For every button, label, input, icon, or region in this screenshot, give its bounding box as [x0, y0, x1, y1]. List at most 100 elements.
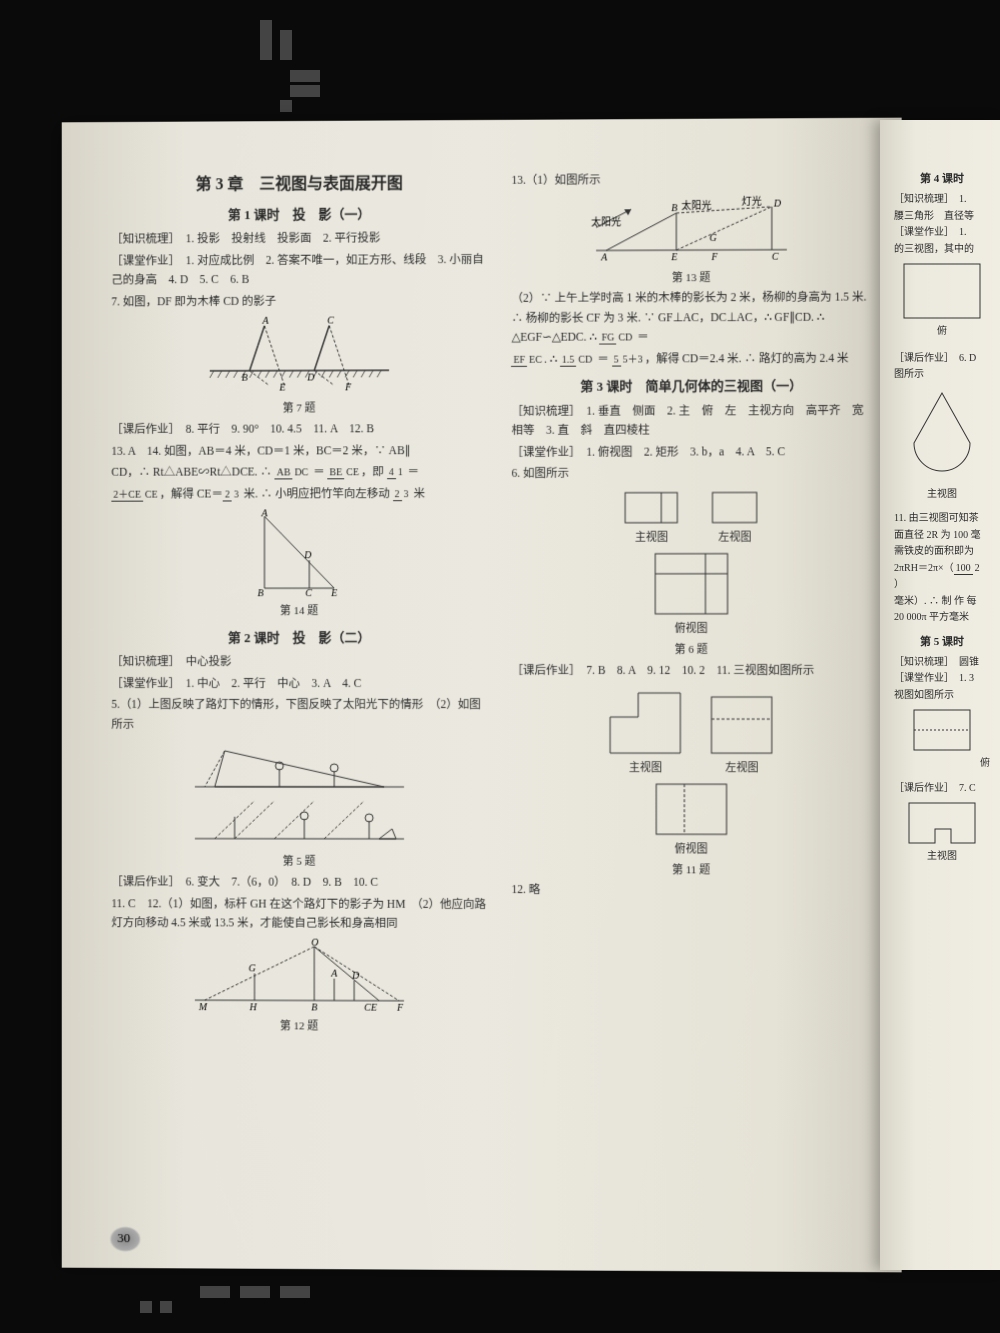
- q13-2a: （2）∵ 上午上学时高 1 米的木棒的影长为 2 米，杨柳的身高为 1.5 米.…: [511, 289, 871, 349]
- rp-kehou: ［课后作业］ 6. D: [894, 351, 990, 368]
- svg-text:B: B: [257, 589, 263, 599]
- l5-top-label: 俯: [894, 756, 990, 773]
- rp-line4: 图所示: [894, 367, 990, 384]
- l5-ketang: ［课堂作业］ 1. 3: [894, 671, 990, 688]
- l2-ketang: ［课堂作业］ 1. 中心 2. 平行 中心 3. A 4. C: [111, 675, 487, 695]
- l5-fig-box: [912, 708, 972, 752]
- svg-text:H: H: [248, 1002, 257, 1013]
- book-page-left: 第 3 章 三视图与表面展开图 第 1 课时 投 影（一） ［知识梳理］ 1. …: [62, 118, 902, 1273]
- l1-q7: 7. 如图，DF 即为木棒 CD 的影子: [111, 292, 487, 313]
- l1-zhishi: ［知识梳理］ 1. 投影 投射线 投影面 2. 平行投影: [111, 229, 487, 250]
- svg-text:C: C: [771, 251, 778, 262]
- l2-zhishi: ［知识梳理］ 中心投影: [111, 653, 487, 673]
- q13-2b: EFEC. ∴ 1.5CD ＝ 55＋3，解得 CD＝2.4 米. ∴ 路灯的高…: [511, 350, 871, 371]
- q13-intro: 13.（1）如图所示: [511, 170, 871, 191]
- l1-q13-14a: 13. A 14. 如图，AB＝4 米，CD＝1 米，BC＝2 米，∵ AB∥: [111, 442, 487, 462]
- svg-text:M: M: [198, 1002, 208, 1013]
- svg-text:O: O: [311, 938, 318, 948]
- fig6-caption: 第 6 题: [511, 641, 871, 660]
- fig13-caption: 第 13 题: [511, 268, 871, 288]
- l5-line: 视图如图所示: [894, 688, 990, 705]
- svg-text:太阳光: 太阳光: [681, 198, 711, 211]
- lesson4-title: 第 4 课时: [894, 170, 990, 188]
- page-number: 30: [117, 1230, 130, 1246]
- svg-text:E: E: [670, 252, 677, 263]
- l5-fig-notch: [907, 801, 977, 845]
- fig14-caption: 第 14 题: [111, 602, 487, 621]
- rp-q11e: 20 000π 平方毫米: [894, 610, 990, 627]
- svg-text:B: B: [671, 203, 677, 214]
- svg-text:D: D: [303, 551, 312, 562]
- l1-q13-14b: CD，∴ Rt△ABE∽Rt△DCE. ∴ ABDC ＝ BECE，即 41 ＝: [111, 463, 487, 483]
- l2-q5: 5.（1）上图反映了路灯下的情形，下图反映了太阳光下的情形 （2）如图所示: [111, 696, 487, 735]
- svg-text:CE: CE: [364, 1002, 377, 1013]
- svg-text:F: F: [710, 252, 718, 263]
- rp-top-label: 俯: [894, 324, 990, 341]
- l2-q11-12: 11. C 12.（1）如图，标杆 GH 在这个路灯下的影子为 HM （2）他应…: [111, 895, 487, 935]
- l3-kehou: ［课后作业］ 7. B 8. A 9. 12 10. 2 11. 三视图如图所示: [511, 661, 871, 681]
- l1-q13-14c: 2＋CECE，解得 CE＝23 米. ∴ 小明应把竹竿向左移动 23 米: [111, 485, 487, 505]
- svg-text:E: E: [330, 588, 337, 598]
- l5-kehou: ［课后作业］ 7. C: [894, 781, 990, 798]
- fig6-views: 主视图 左视图: [511, 486, 871, 548]
- lesson2-title: 第 2 课时 投 影（二）: [111, 627, 487, 649]
- figure-14: A B D C E: [239, 509, 359, 599]
- l5-main-label: 主视图: [894, 849, 990, 866]
- fig6-top-view: 俯视图: [511, 552, 871, 639]
- l3-q12: 12. 略: [511, 881, 871, 901]
- svg-text:太阳光: 太阳光: [591, 215, 621, 228]
- rp-q11d: 毫米）. ∴ 制 作 每: [894, 594, 990, 611]
- svg-text:D: D: [306, 373, 315, 384]
- chapter-title: 第 3 章 三视图与表面展开图: [111, 170, 487, 199]
- svg-text:B: B: [241, 373, 247, 384]
- rp-main-label: 主视图: [894, 487, 990, 504]
- svg-text:A: A: [261, 316, 269, 327]
- figure-13: 太阳光 太阳光 灯光 A B E F C D G: [576, 194, 807, 265]
- fig12-caption: 第 12 题: [111, 1016, 487, 1036]
- fig11-views: 主视图 左视图: [511, 687, 871, 778]
- svg-text:E: E: [278, 383, 285, 394]
- rp-line3: 的三视图，其中的: [894, 242, 990, 259]
- l3-q6: 6. 如图所示: [511, 464, 871, 484]
- svg-text:A: A: [260, 509, 268, 520]
- rp-line2: 腰三角形 直径等: [894, 209, 990, 226]
- left-column: 第 3 章 三视图与表面展开图 第 1 课时 投 影（一） ［知识梳理］ 1. …: [111, 170, 487, 1036]
- l3-zhishi: ［知识梳理］ 1. 垂直 侧面 2. 主 俯 左 主视方向 高平齐 宽相等 3.…: [511, 401, 871, 441]
- rp-formula: 2πRH＝2π×（1002）: [894, 561, 990, 594]
- svg-text:B: B: [311, 1002, 317, 1013]
- svg-text:G: G: [709, 232, 716, 243]
- rp-fig-box1: [902, 262, 982, 320]
- rp-q11c: 需铁皮的面积即为: [894, 544, 990, 561]
- svg-text:D: D: [772, 198, 781, 209]
- l5-zhishi: ［知识梳理］ 圆锥: [894, 655, 990, 672]
- right-column: 13.（1）如图所示 太阳光 太阳光 灯光 A B E F C D: [511, 168, 871, 1038]
- svg-text:F: F: [344, 383, 352, 394]
- svg-text:A: A: [600, 252, 608, 263]
- svg-text:G: G: [248, 963, 255, 974]
- lesson1-title: 第 1 课时 投 影（一）: [111, 203, 487, 227]
- fig7-caption: 第 7 题: [111, 399, 487, 419]
- svg-text:C: C: [305, 589, 312, 599]
- figure-7: A B C D E F: [200, 316, 399, 397]
- fig11-caption: 第 11 题: [511, 861, 871, 880]
- fig11-top-view: 俯视图: [511, 782, 871, 859]
- l2-kehou: ［课后作业］ 6. 变大 7.（6，0） 8. D 9. B 10. C: [111, 873, 487, 893]
- l1-ketang: ［课堂作业］ 1. 对应成比例 2. 答案不唯一，如正方形、线段 3. 小丽自己…: [111, 251, 487, 292]
- svg-text:C: C: [327, 316, 334, 327]
- svg-text:灯光: 灯光: [741, 194, 761, 207]
- fig5-caption: 第 5 题: [111, 853, 487, 872]
- l3-ketang: ［课堂作业］ 1. 俯视图 2. 矩形 3. b，a 4. A 5. C: [511, 443, 871, 463]
- lesson3-title: 第 3 课时 简单几何体的三视图（一）: [511, 375, 871, 398]
- svg-text:A: A: [330, 968, 338, 979]
- rp-q11: 11. 由三视图可知茶: [894, 511, 990, 528]
- l1-kehou: ［课后作业］ 8. 平行 9. 90° 10. 4.5 11. A 12. B: [111, 420, 487, 440]
- rp-ketang: ［课堂作业］ 1.: [894, 225, 990, 242]
- rp-zhishi: ［知识梳理］ 1.: [894, 192, 990, 209]
- rp-q11b: 面直径 2R 为 100 毫: [894, 528, 990, 545]
- book-page-right: 第 4 课时 ［知识梳理］ 1. 腰三角形 直径等 ［课堂作业］ 1. 的三视图…: [880, 120, 1000, 1270]
- rp-fig-drop: [902, 388, 982, 483]
- figure-12: O G A D M H B CE F: [185, 938, 414, 1013]
- figure-5: [185, 739, 414, 849]
- svg-text:F: F: [396, 1002, 404, 1013]
- svg-text:D: D: [351, 970, 360, 981]
